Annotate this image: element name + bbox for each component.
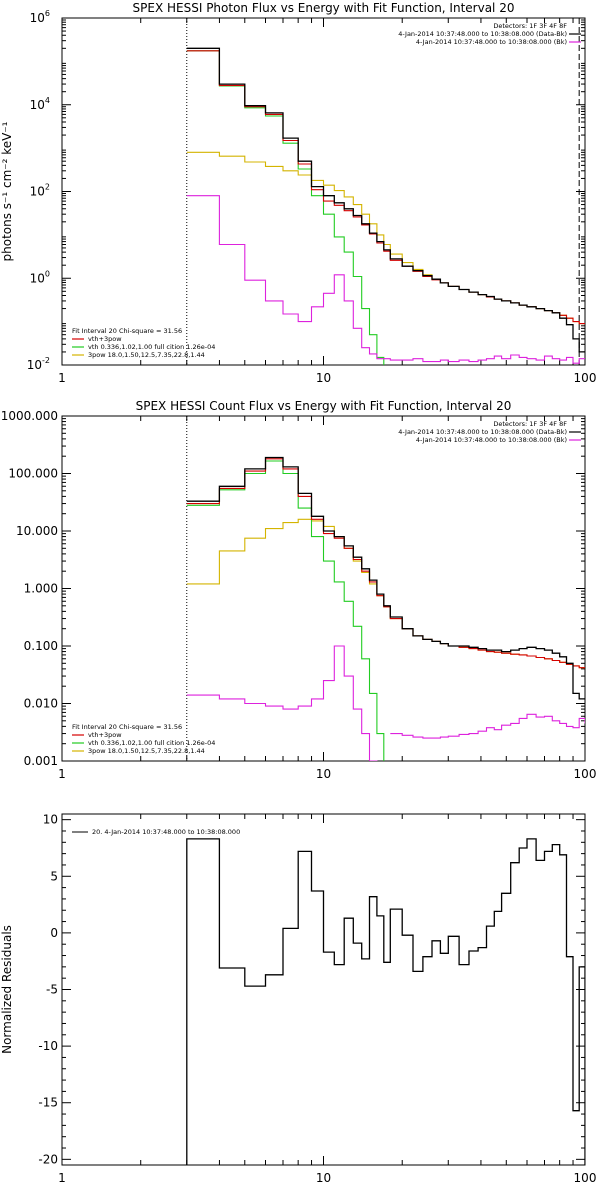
legend-entry: 4-Jan-2014 10:37:48.000 to 10:38:08.000 … (416, 436, 567, 444)
y-axis-label: Normalized Residuals (0, 925, 14, 1054)
y-tick-base: 10 (30, 98, 45, 112)
series-total-line (186, 458, 585, 669)
count-flux-panel: SPEX HESSI Count Flux vs Energy with Fit… (1, 399, 597, 781)
fit-legend-entry: vth+3pow (88, 731, 122, 739)
y-tick-base: 10 (30, 271, 45, 285)
series-data-line (186, 838, 585, 1165)
fit-legend-header: Fit Interval 20 Chi-square = 31.56 (72, 723, 182, 731)
y-tick-label: 0.010 (24, 697, 58, 711)
plot-frame (61, 415, 586, 762)
y-tick-label: 102 (30, 183, 50, 199)
y-tick-label: -5 (46, 983, 58, 997)
series-total-line (186, 50, 585, 325)
legend-entry: 4-Jan-2014 10:37:48.000 to 10:38:08.000 … (416, 38, 567, 46)
chart-title: SPEX HESSI Count Flux vs Energy with Fit… (136, 399, 512, 413)
y-tick-exponent: 0 (45, 269, 50, 278)
y-tick-base: 10 (30, 11, 45, 25)
y-tick-exponent: -2 (42, 356, 50, 365)
residuals-panel: 1 10 100 -20 -15 -10 -5 0 5 10 Normalized Residual… (0, 813, 596, 1185)
legend-header: Detectors: 1F 3F 4F 8F (493, 420, 567, 428)
x-tick-label: 10 (316, 1171, 331, 1185)
series-data-line (186, 47, 585, 353)
series-bk-line (186, 645, 378, 761)
series-group (186, 456, 585, 761)
y-tick-base: 10 (27, 358, 42, 372)
legend-header: Detectors: 1F 3F 4F 8F (493, 22, 567, 30)
y-tick-label: -15 (38, 1096, 58, 1110)
y-tick-label: -20 (38, 1152, 58, 1166)
y-tick-base: 10 (30, 185, 45, 199)
x-tick-label: 100 (574, 371, 597, 385)
y-tick-label: 0.001 (24, 754, 58, 768)
x-tick-label: 1 (58, 767, 66, 781)
y-tick-exponent: 6 (45, 9, 50, 18)
legend-entry: 4-Jan-2014 10:37:48.000 to 10:38:08.000 … (398, 428, 567, 436)
y-tick-label: 0 (50, 926, 58, 940)
series-group (186, 47, 585, 365)
series-thermal-line (186, 460, 385, 761)
series-bk-line (186, 195, 585, 364)
y-tick-label: 5 (50, 869, 58, 883)
series-power-line (186, 151, 585, 325)
y-tick-label: 100 (30, 269, 50, 285)
y-tick-label: 10.000 (16, 524, 58, 538)
y-tick-label: 10 (43, 813, 58, 827)
fit-legend-entry: 3pow 18.0,1.50,12.5,7.35,22.8,1.44 (88, 351, 205, 359)
y-tick-label: 106 (30, 9, 50, 25)
y-tick-label: -10 (38, 1039, 58, 1053)
y-axis-label: photons s⁻¹ cm⁻² keV⁻¹ (0, 121, 14, 261)
y-tick-exponent: 4 (45, 96, 50, 105)
y-tick-label: 1000.000 (1, 409, 58, 423)
y-tick-label: 0.100 (24, 639, 58, 653)
series-data-line (186, 456, 585, 700)
y-tick-label: 104 (30, 96, 50, 112)
y-tick-label: 100.000 (8, 467, 58, 481)
x-tick-label: 100 (574, 1171, 597, 1185)
fit-legend-entry: vth 0.336,1.02,1.00 full cition 1.26e-04 (88, 343, 215, 351)
y-tick-label: 10-2 (27, 356, 50, 372)
fit-legend-header: Fit Interval 20 Chi-square = 31.56 (72, 327, 182, 335)
series-bk_tail-line (390, 713, 585, 739)
legend-entry: 4-Jan-2014 10:37:48.000 to 10:38:08.000 … (398, 30, 567, 38)
chart-title: SPEX HESSI Photon Flux vs Energy with Fi… (133, 1, 515, 15)
x-tick-label: 1 (58, 371, 66, 385)
x-tick-label: 10 (316, 371, 331, 385)
series-power-line (186, 518, 585, 669)
x-tick-label: 1 (58, 1171, 66, 1185)
series-group (186, 838, 585, 1165)
y-tick-label: 1.000 (24, 582, 58, 596)
x-tick-label: 100 (574, 767, 597, 781)
series-thermal-line (186, 50, 385, 365)
plot-frame (61, 813, 586, 1166)
fit-legend-entry: vth 0.336,1.02,1.00 full cition 1.26e-04 (88, 739, 215, 747)
x-tick-label: 10 (316, 767, 331, 781)
y-tick-exponent: 2 (45, 183, 50, 192)
fit-legend-entry: vth+3pow (88, 335, 122, 343)
legend-entry: 20. 4-Jan-2014 10:37:48.000 to 10:38:08.… (92, 828, 240, 836)
fit-legend-entry: 3pow 18.0,1.50,12.5,7.35,22.8,1.44 (88, 747, 205, 755)
photon-flux-panel: SPEX HESSI Photon Flux vs Energy with Fi… (0, 1, 597, 385)
